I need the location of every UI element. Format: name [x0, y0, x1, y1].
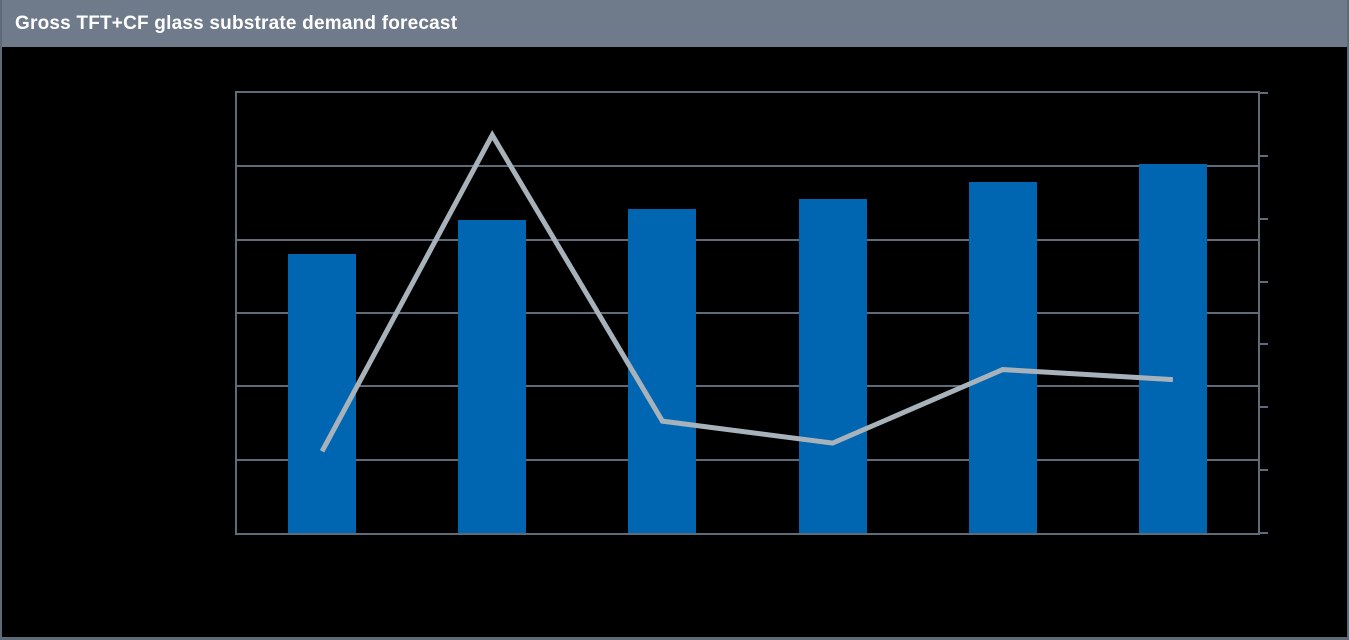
gridline — [237, 458, 1258, 461]
gridline — [237, 312, 1258, 314]
chart-title: Gross TFT+CF glass substrate demand fore… — [15, 12, 458, 34]
plot-area — [235, 91, 1268, 535]
header-bar: Gross TFT+CF glass substrate demand fore… — [2, 0, 1347, 47]
demand-bar — [288, 254, 357, 533]
right-axis-tick — [1259, 532, 1268, 534]
right-axis-tick — [1259, 154, 1268, 157]
demand-bar — [628, 208, 697, 533]
gridline — [237, 165, 1258, 168]
demand-bar — [1138, 164, 1207, 533]
right-axis-tick — [1259, 343, 1268, 346]
trend-line — [319, 130, 1174, 453]
gridline — [237, 238, 1258, 241]
demand-bar — [798, 199, 867, 533]
gridline — [237, 385, 1258, 388]
demand-bar — [458, 219, 527, 533]
right-axis-tick — [1259, 406, 1268, 409]
right-axis-tick — [1259, 469, 1268, 472]
right-axis-tick — [1259, 280, 1268, 283]
demand-bar — [968, 181, 1037, 533]
trend-line-svg — [319, 130, 1174, 453]
right-axis-tick — [1259, 217, 1268, 220]
right-axis-tick — [1259, 92, 1268, 94]
